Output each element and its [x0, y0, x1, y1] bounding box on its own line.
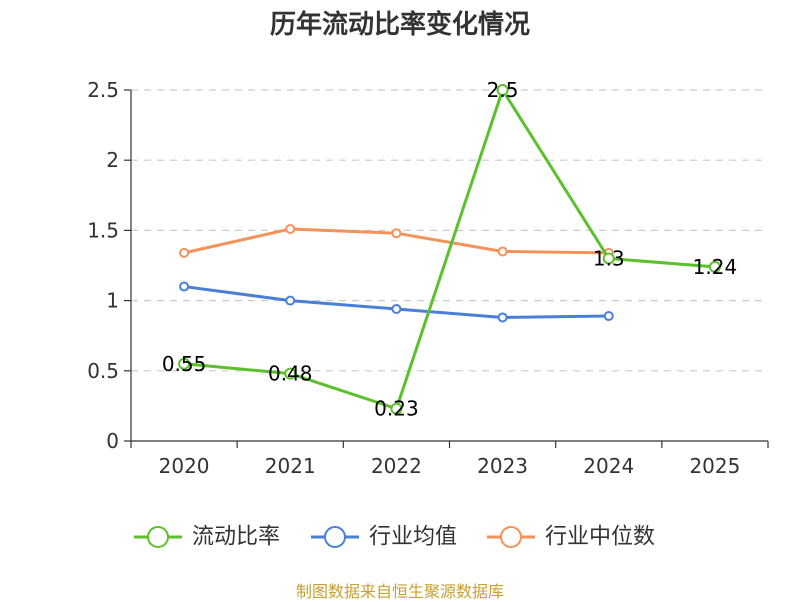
y-tick-label-3: 1.5: [87, 218, 119, 242]
data-labels: 0.55 0.48 0.23 2.5 1.3 1.24: [162, 78, 737, 421]
point-s0-2020: [178, 357, 191, 370]
point-s1-2020: [179, 281, 190, 292]
point-s1-2022: [391, 304, 402, 315]
chart-title: 历年流动比率变化情况: [269, 10, 530, 40]
point-s1-2023: [497, 312, 508, 323]
y-tick-label-5: 2.5: [87, 78, 119, 102]
data-label-2023: 2.5: [487, 78, 519, 102]
y-tick-label-4: 2: [106, 148, 119, 172]
legend-marker-2: [500, 526, 522, 548]
point-s0-2022: [390, 402, 403, 415]
x-tick-label-2020: 2020: [159, 454, 210, 478]
legend-marker-1: [324, 526, 346, 548]
point-s0-2021: [284, 367, 297, 380]
x-tick-label-2023: 2023: [477, 454, 528, 478]
source-note: 制图数据来自恒生聚源数据库: [295, 582, 504, 601]
y-tick-label-0: 0: [106, 429, 119, 453]
point-s0-2024: [602, 252, 615, 265]
data-label-2020: 0.55: [162, 352, 207, 376]
data-label-2024: 1.3: [593, 246, 625, 270]
axes: 0 0.5 1 1.5 2 2.5 2020 2021 2022 2023 2024 2025: [87, 78, 769, 478]
y-tick-label-2: 1: [106, 289, 119, 313]
point-s2-2021: [285, 223, 296, 234]
data-label-2025: 1.24: [693, 255, 738, 279]
x-tick-label-2022: 2022: [371, 454, 422, 478]
data-label-2022: 0.23: [374, 397, 419, 421]
legend: 流动比率 行业均值 行业中位数: [134, 525, 655, 550]
legend-marker-0: [147, 526, 169, 548]
point-s2-2020: [179, 247, 190, 258]
legend-label-0: 流动比率: [192, 525, 280, 550]
point-s2-2023: [497, 246, 508, 257]
series-line-0: [183, 88, 716, 411]
point-s0-2025: [708, 260, 721, 273]
series-lines: [178, 84, 721, 415]
x-tick-label-2025: 2025: [689, 454, 740, 478]
point-s1-2024: [603, 311, 614, 322]
x-tick-label-2024: 2024: [583, 454, 634, 478]
x-tick-label-2021: 2021: [265, 454, 316, 478]
point-s0-2023: [496, 84, 509, 96]
data-label-2021: 0.48: [268, 362, 313, 386]
point-s2-2022: [391, 228, 402, 239]
y-tick-label-1: 0.5: [87, 359, 119, 383]
legend-label-1: 行业均值: [369, 525, 457, 550]
grid-lines: [131, 89, 768, 372]
point-s1-2021: [285, 295, 296, 306]
legend-label-2: 行业中位数: [545, 525, 655, 550]
